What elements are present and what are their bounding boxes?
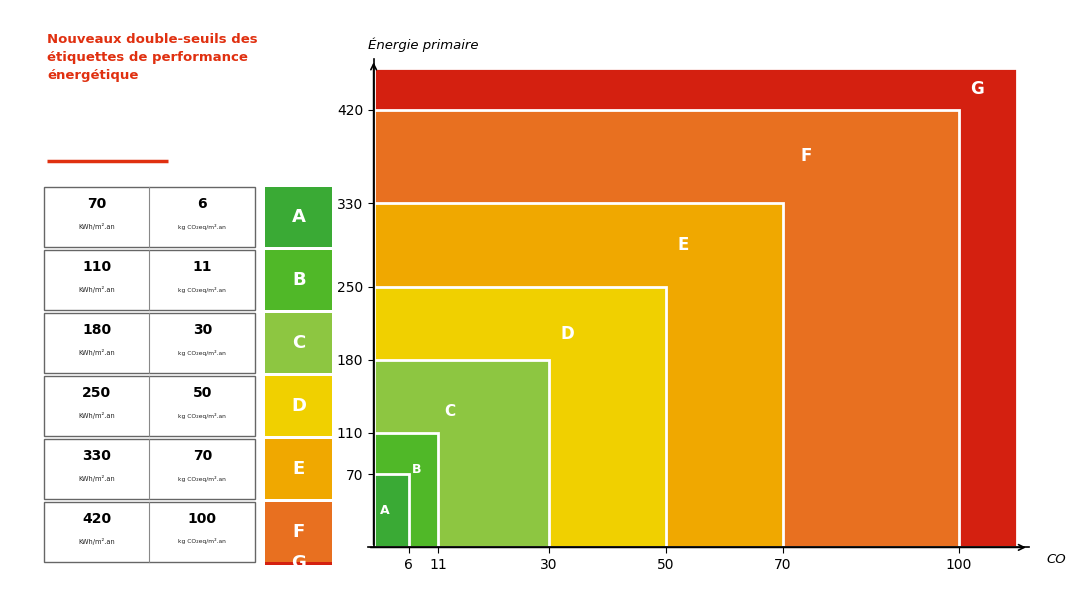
Text: 330: 330 bbox=[82, 449, 111, 463]
Text: 11: 11 bbox=[193, 260, 212, 274]
Text: 70: 70 bbox=[87, 197, 107, 211]
Text: G: G bbox=[291, 555, 306, 572]
Text: kg CO₂eq/m².an: kg CO₂eq/m².an bbox=[178, 224, 226, 230]
Text: 420: 420 bbox=[82, 512, 111, 526]
Text: G: G bbox=[970, 80, 984, 98]
Text: KWh/m².an: KWh/m².an bbox=[78, 286, 115, 293]
Text: kg CO₂eq/m².an: kg CO₂eq/m².an bbox=[178, 475, 226, 481]
FancyBboxPatch shape bbox=[44, 187, 255, 247]
FancyBboxPatch shape bbox=[44, 502, 255, 562]
Text: 70: 70 bbox=[193, 449, 212, 463]
Text: B: B bbox=[411, 463, 421, 476]
FancyBboxPatch shape bbox=[44, 376, 255, 436]
Text: 6: 6 bbox=[197, 197, 207, 211]
Text: F: F bbox=[801, 148, 812, 165]
Text: KWh/m².an: KWh/m².an bbox=[78, 412, 115, 419]
FancyBboxPatch shape bbox=[265, 562, 333, 565]
Bar bbox=[373, 433, 438, 547]
FancyBboxPatch shape bbox=[265, 314, 333, 372]
Bar bbox=[373, 474, 408, 547]
Bar bbox=[373, 203, 784, 547]
Text: A: A bbox=[379, 505, 389, 518]
Text: C: C bbox=[292, 334, 306, 352]
Text: KWh/m².an: KWh/m².an bbox=[78, 475, 115, 482]
FancyBboxPatch shape bbox=[265, 187, 333, 247]
Text: kg CO₂eq/m².an: kg CO₂eq/m².an bbox=[178, 287, 226, 293]
Text: 180: 180 bbox=[82, 323, 111, 337]
Text: KWh/m².an: KWh/m².an bbox=[78, 223, 115, 230]
FancyBboxPatch shape bbox=[44, 439, 255, 499]
FancyBboxPatch shape bbox=[265, 250, 333, 310]
Text: kg CO₂eq/m².an: kg CO₂eq/m².an bbox=[178, 350, 226, 356]
Text: 100: 100 bbox=[188, 512, 216, 526]
Text: D: D bbox=[291, 397, 306, 415]
Text: kg CO₂eq/m².an: kg CO₂eq/m².an bbox=[178, 538, 226, 544]
Text: Nouveaux double-seuils des
étiquettes de performance
énergétique: Nouveaux double-seuils des étiquettes de… bbox=[47, 33, 258, 82]
Text: 30: 30 bbox=[193, 323, 212, 337]
Text: C: C bbox=[443, 405, 455, 419]
FancyBboxPatch shape bbox=[44, 250, 255, 310]
Text: 110: 110 bbox=[82, 260, 111, 274]
Text: E: E bbox=[293, 460, 305, 478]
FancyBboxPatch shape bbox=[265, 502, 333, 562]
Text: 50: 50 bbox=[193, 386, 212, 400]
Bar bbox=[373, 360, 549, 547]
FancyBboxPatch shape bbox=[265, 376, 333, 436]
FancyBboxPatch shape bbox=[44, 314, 255, 372]
Text: B: B bbox=[292, 271, 306, 289]
Text: F: F bbox=[293, 523, 305, 541]
Bar bbox=[373, 109, 958, 547]
Text: A: A bbox=[292, 208, 306, 226]
Text: KWh/m².an: KWh/m².an bbox=[78, 349, 115, 356]
Bar bbox=[373, 287, 666, 547]
Text: D: D bbox=[561, 325, 575, 343]
Text: 250: 250 bbox=[82, 386, 111, 400]
FancyBboxPatch shape bbox=[265, 439, 333, 499]
Text: E: E bbox=[678, 236, 689, 254]
Text: CO₂: CO₂ bbox=[1046, 553, 1066, 566]
Text: kg CO₂eq/m².an: kg CO₂eq/m².an bbox=[178, 412, 226, 418]
Text: Énergie primaire: Énergie primaire bbox=[368, 37, 479, 52]
Text: KWh/m².an: KWh/m².an bbox=[78, 538, 115, 545]
